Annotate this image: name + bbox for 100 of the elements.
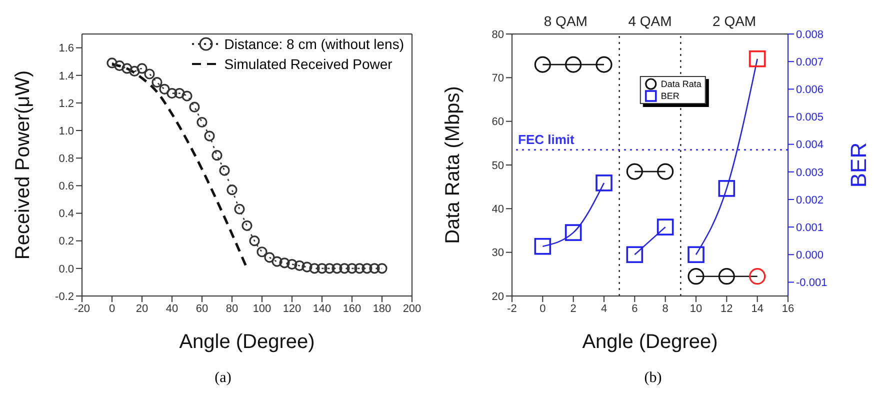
point [534,56,551,73]
point [272,256,282,267]
point [242,220,252,231]
x-tick-label: -20 [74,302,90,315]
point [339,263,350,274]
text: (b) [643,370,663,387]
y-tick-label: 60 [492,116,504,128]
point [332,263,342,274]
x-tick-label: 20 [136,302,148,315]
x-tick-label: 140 [312,302,332,315]
x-tick-label: 80 [226,302,238,315]
text: (a) [214,370,232,387]
y-tick-label: 40 [492,204,504,216]
point [688,268,704,285]
y-tick-label: 0.4 [58,208,74,220]
x-tick-label: 12 [720,302,733,315]
point [362,263,372,274]
y2-tick-label: -0.001 [796,277,828,290]
point [626,163,643,180]
y2-tick-label: 0.004 [796,139,824,152]
x-tick-label: 200 [402,302,422,315]
x-tick-label: 100 [252,302,272,315]
point [534,238,552,255]
point [106,58,118,68]
y2-tick-label: 0.007 [796,56,824,68]
x-tick-label: 0 [108,302,116,315]
point [346,263,358,274]
x-tick-label: 6 [632,302,638,315]
point [565,56,582,73]
y2-tick-label: 0.008 [796,28,824,41]
point [174,88,185,99]
ref-line-label: FEC limit [518,132,576,147]
point [718,180,736,197]
point [234,204,245,214]
point [226,184,238,196]
y-tick-label: 80 [492,28,504,41]
point [219,165,230,176]
point [376,263,388,274]
y-tick-label: 50 [492,160,504,172]
point [596,56,612,73]
point [212,150,222,161]
point [166,88,178,99]
point [596,174,612,192]
point [204,130,215,142]
point [656,218,674,236]
point [626,246,644,264]
point [286,258,298,270]
point [688,246,704,264]
x-tick-label: 8 [662,302,668,315]
x-axis-title: Angle (Degree) [582,331,718,353]
point [182,90,192,102]
y-tick-label: 70 [492,72,504,85]
y-tick-label: 0.0 [58,263,74,276]
y-tick-label: 30 [492,247,504,260]
point [114,60,125,72]
point [196,116,208,128]
point [324,263,335,274]
x-tick-label: 14 [751,302,764,315]
legend-label: Simulated Received Power [224,55,392,74]
y2-tick-label: 0.006 [796,84,824,96]
y2-tick-label: 0.001 [796,222,824,234]
point [309,263,320,274]
point [354,263,365,274]
text: 8 QAM [544,13,588,29]
point [316,263,328,274]
y2-tick-label: 0.005 [796,112,824,124]
point [718,268,735,285]
point [136,63,148,74]
y-tick-label: 0.8 [58,153,74,166]
y-axis-title: Data Rata (Mbps) [442,86,464,244]
x-tick-label: 60 [196,302,208,315]
y-tick-label: 1.2 [58,98,74,110]
point [129,66,140,77]
text: 2 QAM [712,13,756,29]
y-tick-label: -0.2 [55,290,74,303]
x-tick-label: 0 [540,302,546,315]
x-tick-label: 4 [600,302,608,315]
x-tick-label: 180 [372,302,392,315]
y2-tick-label: 0.003 [796,166,824,179]
y-axis-title: Received Power(μW) [12,70,34,260]
point [657,163,674,180]
y-tick-label: 0.6 [58,180,74,193]
x-tick-label: 10 [690,302,702,315]
x-tick-label: 160 [342,302,362,315]
y2-axis-title: BER [846,142,871,188]
point [249,236,260,246]
x-axis-title: Angle (Degree) [179,331,315,353]
y-tick-label: 1.0 [58,125,74,138]
x-tick-label: 40 [166,302,178,315]
x-tick-label: 120 [282,302,302,315]
point [369,263,380,274]
point [748,50,766,68]
y2-tick-label: 0.002 [796,194,824,206]
y-tick-label: 0.2 [58,236,74,248]
x-tick-label: 2 [570,302,576,315]
legend-label: Data Rata [660,78,702,90]
y-tick-label: 20 [492,290,504,303]
legend-label: BER [660,90,680,102]
point [152,76,162,88]
point [279,258,290,268]
